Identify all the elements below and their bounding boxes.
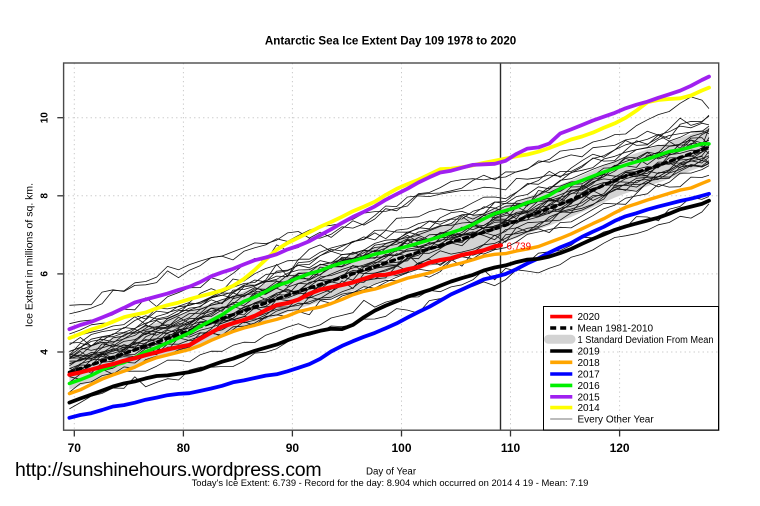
- svg-text:90: 90: [286, 441, 300, 455]
- svg-text:6.739: 6.739: [507, 242, 532, 253]
- svg-text:100: 100: [391, 441, 411, 455]
- svg-text:70: 70: [68, 441, 82, 455]
- svg-text:4: 4: [39, 349, 50, 355]
- svg-text:2015: 2015: [578, 392, 601, 403]
- svg-text:110: 110: [501, 441, 521, 455]
- svg-text:80: 80: [177, 441, 191, 455]
- svg-text:2018: 2018: [578, 358, 601, 369]
- svg-text:2019: 2019: [578, 347, 601, 358]
- svg-text:http://sunshinehours.wordpress: http://sunshinehours.wordpress.com: [15, 459, 321, 481]
- svg-text:2014: 2014: [578, 403, 601, 414]
- svg-text:120: 120: [610, 441, 630, 455]
- svg-text:Antarctic Sea Ice Extent Day 1: Antarctic Sea Ice Extent Day 109 1978 to…: [265, 35, 516, 48]
- svg-text:8: 8: [39, 193, 50, 199]
- svg-text:Every Other Year: Every Other Year: [578, 415, 655, 426]
- svg-text:6: 6: [39, 271, 50, 277]
- svg-text:Mean 1981-2010: Mean 1981-2010: [578, 324, 654, 335]
- svg-text:2020: 2020: [578, 312, 601, 323]
- svg-text:Today's Ice Extent: 6.739 - R: Today's Ice Extent: 6.739 - Record for t…: [192, 477, 589, 488]
- svg-text:1 Standard Deviation From Mean: 1 Standard Deviation From Mean: [578, 335, 714, 346]
- svg-text:Ice Extent in millions of sq.: Ice Extent in millions of sq. km.: [24, 183, 36, 327]
- svg-text:Day of Year: Day of Year: [366, 467, 417, 478]
- svg-text:2016: 2016: [578, 381, 601, 392]
- svg-text:2017: 2017: [578, 370, 601, 381]
- svg-text:10: 10: [39, 112, 50, 124]
